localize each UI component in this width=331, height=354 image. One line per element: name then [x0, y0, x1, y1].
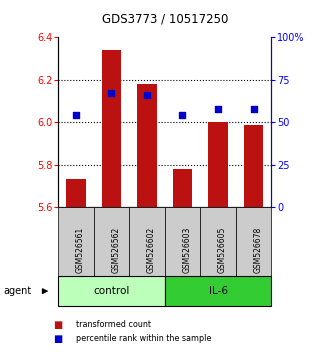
Text: GDS3773 / 10517250: GDS3773 / 10517250 — [102, 12, 229, 25]
Text: IL-6: IL-6 — [209, 286, 227, 296]
Text: control: control — [93, 286, 129, 296]
Text: GSM526678: GSM526678 — [254, 226, 262, 273]
Point — [144, 92, 150, 98]
Bar — [208, 122, 228, 207]
Bar — [137, 84, 157, 207]
Bar — [173, 169, 192, 207]
Text: GSM526561: GSM526561 — [76, 226, 85, 273]
Point — [109, 90, 114, 96]
Point — [215, 106, 221, 112]
Text: percentile rank within the sample: percentile rank within the sample — [76, 334, 212, 343]
Bar — [244, 125, 263, 207]
Point — [180, 113, 185, 118]
Text: GSM526602: GSM526602 — [147, 226, 156, 273]
Point — [73, 113, 78, 118]
Bar — [66, 179, 85, 207]
Bar — [102, 50, 121, 207]
Text: ■: ■ — [53, 334, 62, 344]
Text: GSM526562: GSM526562 — [111, 226, 120, 273]
Point — [251, 106, 256, 112]
Text: ■: ■ — [53, 320, 62, 330]
Text: agent: agent — [3, 286, 31, 296]
Text: transformed count: transformed count — [76, 320, 151, 329]
Text: GSM526605: GSM526605 — [218, 226, 227, 273]
Text: GSM526603: GSM526603 — [182, 226, 191, 273]
